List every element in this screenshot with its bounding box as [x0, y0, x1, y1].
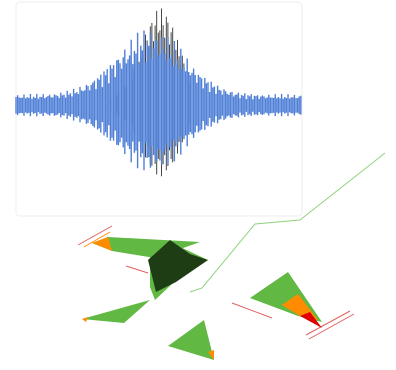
- shape-left-wing: [82, 300, 150, 323]
- shape-bottom: [168, 320, 214, 360]
- red-tip-right: [300, 312, 322, 328]
- shape-right-wing: [231, 272, 355, 340]
- accent-line-red-center: [125, 265, 149, 274]
- accent-line-red-right-3: [308, 313, 355, 340]
- orange-tip-left: [82, 317, 88, 322]
- connector-line: [189, 152, 386, 293]
- dark-green-body: [148, 240, 208, 292]
- shape-center: [125, 240, 208, 300]
- green-wing-bottom: [168, 320, 214, 360]
- accent-line-red-right-1: [231, 302, 273, 319]
- waveform-panel: [15, 1, 303, 217]
- orange-tip-top: [92, 237, 112, 251]
- waveform-blue-layer: [15, 30, 302, 171]
- accent-line-red: [77, 225, 113, 246]
- orange-tip-bottom: [208, 350, 214, 360]
- accent-line-red-right-2: [305, 310, 351, 336]
- accent-line-orange: [83, 231, 111, 248]
- green-wing-left: [82, 300, 150, 323]
